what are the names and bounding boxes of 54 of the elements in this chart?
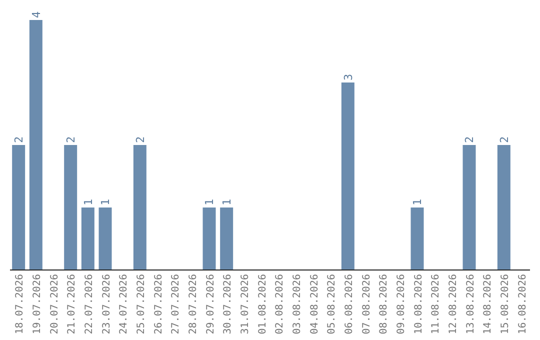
x-tick-label: 29.07.2026 xyxy=(205,274,216,334)
bar xyxy=(341,82,354,270)
data-label: 2 xyxy=(134,136,147,143)
bar xyxy=(410,208,424,270)
x-tick-label: 14.08.2026 xyxy=(482,274,494,334)
x-tick-label: 13.08.2026 xyxy=(465,274,476,334)
x-tick-label: 27.07.2026 xyxy=(170,274,182,334)
x-tick-label: 16.08.2026 xyxy=(517,274,528,334)
x-tick-label: 15.08.2026 xyxy=(500,274,511,334)
x-tick-label: 05.08.2026 xyxy=(326,274,338,334)
data-label: 1 xyxy=(82,198,95,206)
data-label: 2 xyxy=(498,136,511,143)
bar xyxy=(133,145,146,270)
data-label: 2 xyxy=(64,136,78,143)
x-tick-label: 30.07.2026 xyxy=(222,274,234,334)
x-tick-label: 09.08.2026 xyxy=(396,274,407,334)
x-tick-label: 23.07.2026 xyxy=(101,274,112,334)
x-tick-label: 07.08.2026 xyxy=(361,274,372,334)
x-tick-label: 24.07.2026 xyxy=(118,274,130,334)
x-tick-label: 03.08.2026 xyxy=(292,274,303,334)
data-label: 1 xyxy=(220,198,234,206)
bar xyxy=(29,20,42,270)
data-label: 1 xyxy=(99,198,112,206)
x-tick-label: 18.07.2026 xyxy=(14,274,26,334)
x-tick-label: 02.08.2026 xyxy=(274,274,286,334)
x-tick-label: 31.07.2026 xyxy=(240,274,251,334)
x-tick-label: 26.07.2026 xyxy=(153,274,164,334)
x-tick-label: 12.08.2026 xyxy=(448,274,459,334)
data-label: 1 xyxy=(203,198,216,206)
x-tick-label: 06.08.2026 xyxy=(344,274,355,334)
x-tick-label: 11.08.2026 xyxy=(430,274,442,334)
bar xyxy=(64,145,78,270)
bar xyxy=(497,145,510,270)
x-tick-label: 28.07.2026 xyxy=(188,274,199,334)
data-label: 2 xyxy=(463,136,476,143)
data-label: 2 xyxy=(12,136,26,143)
data-label: 1 xyxy=(411,198,424,206)
data-label: 3 xyxy=(342,74,355,80)
bar xyxy=(81,208,94,270)
bar xyxy=(98,208,112,270)
x-tick-label: 19.07.2026 xyxy=(32,274,43,334)
x-tick-label: 21.07.2026 xyxy=(66,274,78,334)
x-tick-label: 25.07.2026 xyxy=(136,274,147,334)
x-tick-label: 08.08.2026 xyxy=(378,274,390,334)
bar xyxy=(462,145,476,270)
x-tick-label: 01.08.2026 xyxy=(257,274,268,334)
bar xyxy=(220,208,234,270)
x-tick-label: 10.08.2026 xyxy=(413,274,424,334)
x-tick-label: 20.07.2026 xyxy=(49,274,60,334)
data-label: 4 xyxy=(30,11,43,18)
bar xyxy=(202,208,216,270)
bar xyxy=(12,145,26,270)
x-tick-label: 04.08.2026 xyxy=(309,274,320,334)
x-tick-label: 22.07.2026 xyxy=(84,274,95,334)
